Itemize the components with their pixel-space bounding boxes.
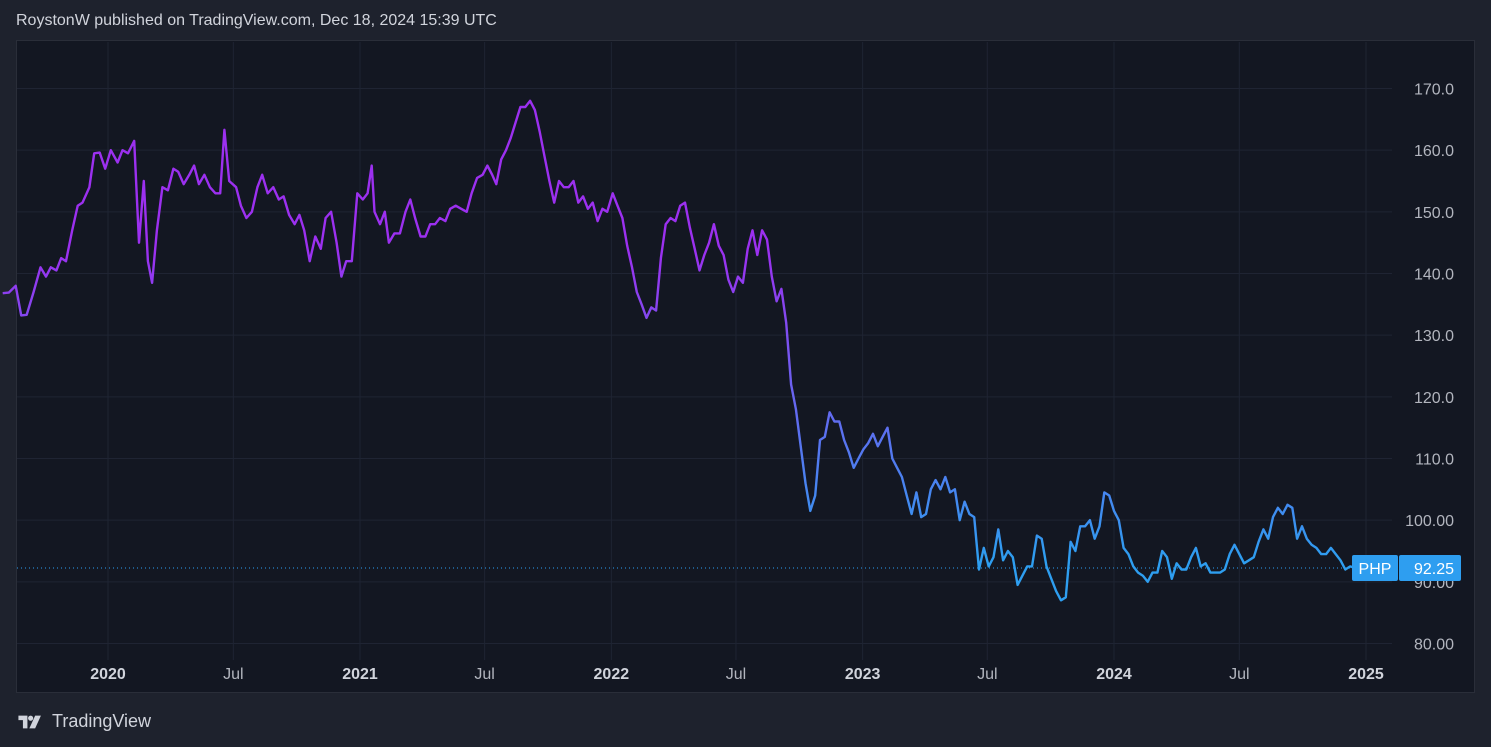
x-tick-label: 2022: [594, 666, 630, 683]
x-tick-label: Jul: [1229, 666, 1249, 683]
chart-panel: [16, 40, 1475, 693]
symbol-label: PHP: [1359, 561, 1392, 578]
x-tick-label: 2023: [845, 666, 881, 683]
y-tick-label: 80.00: [1414, 637, 1454, 654]
y-tick-label: 170.0: [1414, 82, 1454, 99]
x-tick-label: 2021: [342, 666, 378, 683]
x-tick-label: Jul: [726, 666, 746, 683]
y-tick-label: 100.00: [1405, 513, 1454, 530]
y-tick-label: 110.0: [1415, 452, 1454, 469]
symbol-badge: [1352, 554, 1398, 581]
x-tick-label: 2024: [1096, 666, 1132, 683]
y-tick-label: 120.0: [1414, 390, 1454, 407]
x-tick-label: Jul: [977, 666, 997, 683]
last-price-badge: [1399, 554, 1461, 581]
y-tick-label: 140.0: [1414, 267, 1454, 284]
series-line: [2, 99, 1356, 602]
tradingview-logo-icon: [18, 715, 41, 728]
x-tick-label: 2020: [90, 666, 126, 683]
y-tick-label: 160.0: [1414, 143, 1454, 160]
publish-info: RoystonW published on TradingView.com, D…: [16, 12, 497, 29]
x-axis: 2020 Jul 2021 Jul 2022 Jul 2023 Jul 2024 Jul 2025: [90, 666, 1384, 683]
grid-lines: [17, 42, 1392, 660]
x-tick-label: Jul: [474, 666, 494, 683]
y-tick-label: 150.0: [1414, 205, 1454, 222]
tradingview-brand: TradingView: [52, 711, 152, 731]
footer: TradingView: [16, 711, 151, 732]
y-tick-label: 130.0: [1414, 328, 1454, 345]
x-tick-label: Jul: [223, 666, 243, 683]
x-tick-label: 2025: [1348, 666, 1384, 683]
last-price-label: 92.25: [1414, 561, 1454, 578]
price-line: [2, 99, 1356, 602]
last-price-marker: PHP 92.25: [17, 554, 1461, 581]
